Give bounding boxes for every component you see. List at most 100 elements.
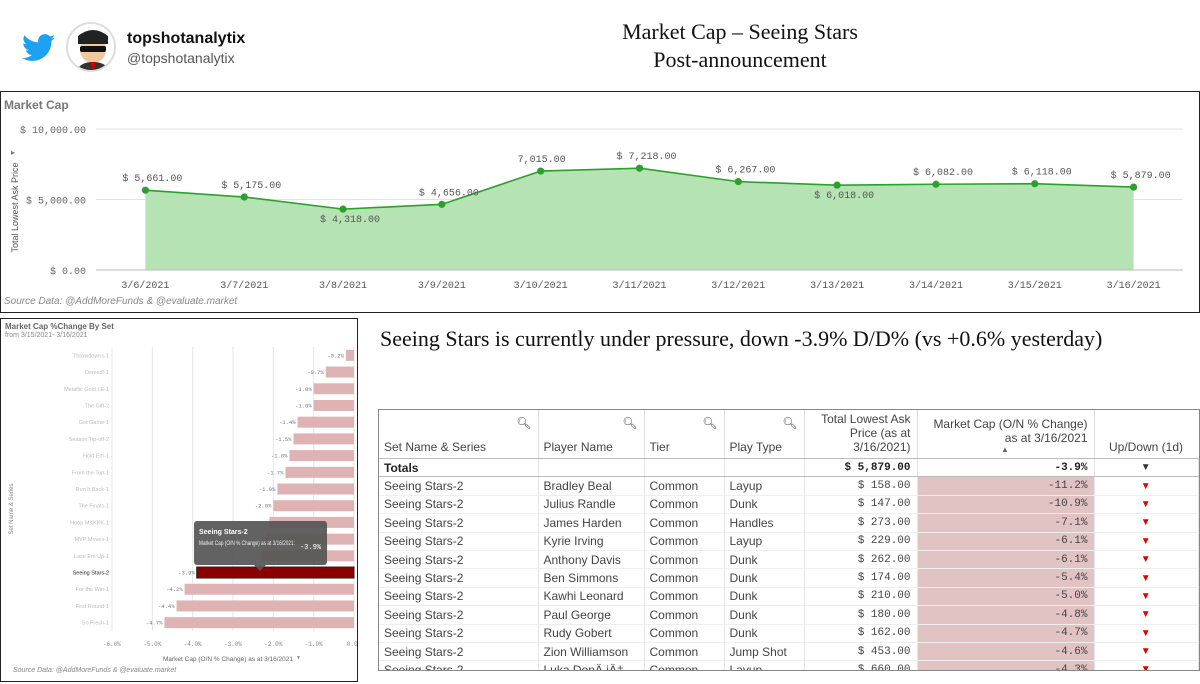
data-point xyxy=(635,164,644,172)
cell-player-name: Paul George xyxy=(538,605,645,625)
cell-lowest-ask: $ 453.00 xyxy=(804,642,918,662)
col-play-type-label: Play Type xyxy=(729,440,782,454)
totals-price: $ 5,879.00 xyxy=(804,458,918,478)
cell-set-name: Seeing Stars-2 xyxy=(379,587,539,607)
table-row[interactable]: Seeing Stars-2 Rudy Gobert Common Dunk $ 162… xyxy=(379,624,1199,643)
cell-play-type: Dunk xyxy=(724,605,805,625)
cell-tier: Common xyxy=(644,660,725,670)
col-tier[interactable]: Tier 🔍︎ xyxy=(644,410,725,459)
data-label: $ 7,218.00 xyxy=(617,151,677,163)
col-player-name-label: Player Name xyxy=(543,440,613,454)
cell-lowest-ask: $ 162.00 xyxy=(804,624,918,643)
y-tick-label: $ 10,000.00 xyxy=(20,125,86,137)
data-label: $ 5,879.00 xyxy=(1111,170,1171,182)
table-row[interactable]: Seeing Stars-2 Anthony Davis Common Dunk $ 2… xyxy=(379,550,1199,570)
value-label: -1.9% xyxy=(259,486,276,493)
table-row[interactable]: Seeing Stars-2 Kawhi Leonard Common Dunk $ 2… xyxy=(379,587,1199,607)
table-row[interactable]: Seeing Stars-2 Zion Williamson Common Jump … xyxy=(379,642,1199,662)
bar xyxy=(345,349,354,361)
cell-lowest-ask: $ 174.00 xyxy=(804,568,918,588)
data-label: $ 4,318.00 xyxy=(320,214,380,226)
down-arrow-icon: ▼ xyxy=(1094,624,1199,643)
bar-chart-subtitle: from 3/15/2021- 3/16/2021 xyxy=(5,332,88,339)
cell-set-name: Seeing Stars-2 xyxy=(379,605,539,625)
cell-cap-change: -10.9% xyxy=(917,495,1095,515)
x-tick-label: 3/8/2021 xyxy=(319,280,367,292)
table-row[interactable]: Seeing Stars-2 Paul George Common Dunk $ 180… xyxy=(379,605,1199,625)
x-tick-label: 3/6/2021 xyxy=(121,280,169,292)
table-row[interactable]: Seeing Stars-2 Bradley Beal Common Layup $ 1… xyxy=(379,476,1199,496)
col-market-cap-change[interactable]: Market Cap (O/N % Change) as at 3/16/202… xyxy=(917,410,1095,459)
cell-play-type: Dunk xyxy=(724,495,805,515)
col-tier-label: Tier xyxy=(649,440,670,454)
col-lowest-ask[interactable]: Total Lowest Ask Price (as at 3/16/2021) xyxy=(804,410,918,459)
market-cap-chart-panel: Market Cap $ 0.00 $ 5,000.00 $ 10,000.00 To… xyxy=(0,91,1200,313)
table-row[interactable]: Seeing Stars-2 Ben Simmons Common Dunk $ 174… xyxy=(379,568,1199,588)
down-arrow-icon: ▼ xyxy=(1094,568,1199,588)
col-set-name[interactable]: Set Name & Series 🔍︎ xyxy=(379,410,539,459)
data-point xyxy=(537,167,545,175)
table-row[interactable]: Seeing Stars-2 Kyrie Irving Common Layup $ 2… xyxy=(379,532,1199,551)
cell-set-name: Seeing Stars-2 xyxy=(379,513,539,533)
cell-player-name: Kyrie Irving xyxy=(538,532,645,551)
data-label: $ 5,661.00 xyxy=(122,173,182,185)
cell-set-name: Seeing Stars-2 xyxy=(379,660,539,670)
chart-source: Source Data: @AddMoreFunds & @evaluate.m… xyxy=(4,296,238,307)
page-title: Market Cap – Seeing Stars Post-announcem… xyxy=(540,18,940,74)
cell-cap-change: -7.1% xyxy=(917,513,1095,533)
col-lowest-ask-label: Total Lowest Ask Price (as at 3/16/2021) xyxy=(821,412,911,454)
col-up-down[interactable]: Up/Down (1d) xyxy=(1094,410,1199,459)
data-point xyxy=(1129,183,1138,191)
data-point xyxy=(1031,180,1039,188)
down-arrow-icon: ▼ xyxy=(1094,476,1199,496)
category-label: From the Top-1 xyxy=(72,470,109,476)
totals-down-arrow-icon: ▼ xyxy=(1094,458,1199,478)
tooltip-title: Seeing Stars-2 xyxy=(199,529,248,536)
col-play-type[interactable]: Play Type 🔍︎ xyxy=(724,410,805,459)
cell-cap-change: -5.4% xyxy=(917,568,1095,588)
search-icon[interactable]: 🔍︎ xyxy=(782,416,798,430)
tooltip-value: -3.9% xyxy=(300,544,322,552)
search-icon[interactable]: 🔍︎ xyxy=(516,416,532,430)
cell-tier: Common xyxy=(644,587,725,607)
data-label: $ 6,018.00 xyxy=(814,190,874,202)
cell-cap-change: -4.8% xyxy=(917,605,1095,625)
cell-player-name: Anthony Davis xyxy=(538,550,645,570)
down-arrow-icon: ▼ xyxy=(1094,605,1199,625)
x-tick-label: -2.0% xyxy=(264,641,282,648)
bar xyxy=(277,483,354,495)
value-label: -0.2% xyxy=(327,352,344,359)
category-label: For the Win-1 xyxy=(76,587,109,593)
account-handle: @topshotanalytix xyxy=(127,50,235,66)
tooltip-pointer xyxy=(254,565,266,571)
value-label: -0.7% xyxy=(307,369,324,376)
cell-lowest-ask: $ 262.00 xyxy=(804,550,918,570)
search-icon[interactable]: 🔍︎ xyxy=(702,416,718,430)
col-player-name[interactable]: Player Name 🔍︎ xyxy=(538,410,645,459)
cell-lowest-ask: $ 273.00 xyxy=(804,513,918,533)
sort-asc-icon[interactable]: ▲ xyxy=(1001,445,1009,454)
x-tick-label: 3/9/2021 xyxy=(418,280,466,292)
category-label: The Finals-1 xyxy=(78,504,109,510)
percent-change-bar-chart: -6.0% -5.0% -4.0% -3.0% -2.0% -1.0% 0.0% Set Na… xyxy=(9,347,357,663)
search-icon[interactable]: 🔍︎ xyxy=(622,416,638,430)
tooltip-label: Market Cap (O/N % Change) as at 3/16/202… xyxy=(199,540,295,547)
table-row[interactable]: Seeing Stars-2 James Harden Common Handles $… xyxy=(379,513,1199,533)
cell-play-type: Jump Shot xyxy=(724,642,805,662)
tooltip-box xyxy=(194,521,327,565)
category-label: MVP Moves-1 xyxy=(75,537,109,543)
headline-text: Seeing Stars is currently under pressure… xyxy=(380,326,1103,351)
table-row[interactable]: Seeing Stars-2 Julius Randle Common Dunk $ 1… xyxy=(379,495,1199,515)
category-label: Hoop MKKKK-1 xyxy=(70,520,109,526)
cell-tier: Common xyxy=(644,624,725,643)
table-row[interactable]: Seeing Stars-2 Luka DonÄ iÄ‡ Common Layup $ … xyxy=(379,660,1199,670)
data-point xyxy=(438,200,446,208)
down-arrow-icon: ▼ xyxy=(1094,495,1199,515)
cell-player-name: Ben Simmons xyxy=(538,568,645,588)
category-label: Lace Em Up-1 xyxy=(74,554,109,560)
category-label: Season Tip-off-2 xyxy=(69,437,109,443)
bar xyxy=(285,466,354,478)
x-tick-label: 3/13/2021 xyxy=(810,280,864,292)
cell-set-name: Seeing Stars-2 xyxy=(379,624,539,643)
value-label: -1.6% xyxy=(271,453,288,460)
